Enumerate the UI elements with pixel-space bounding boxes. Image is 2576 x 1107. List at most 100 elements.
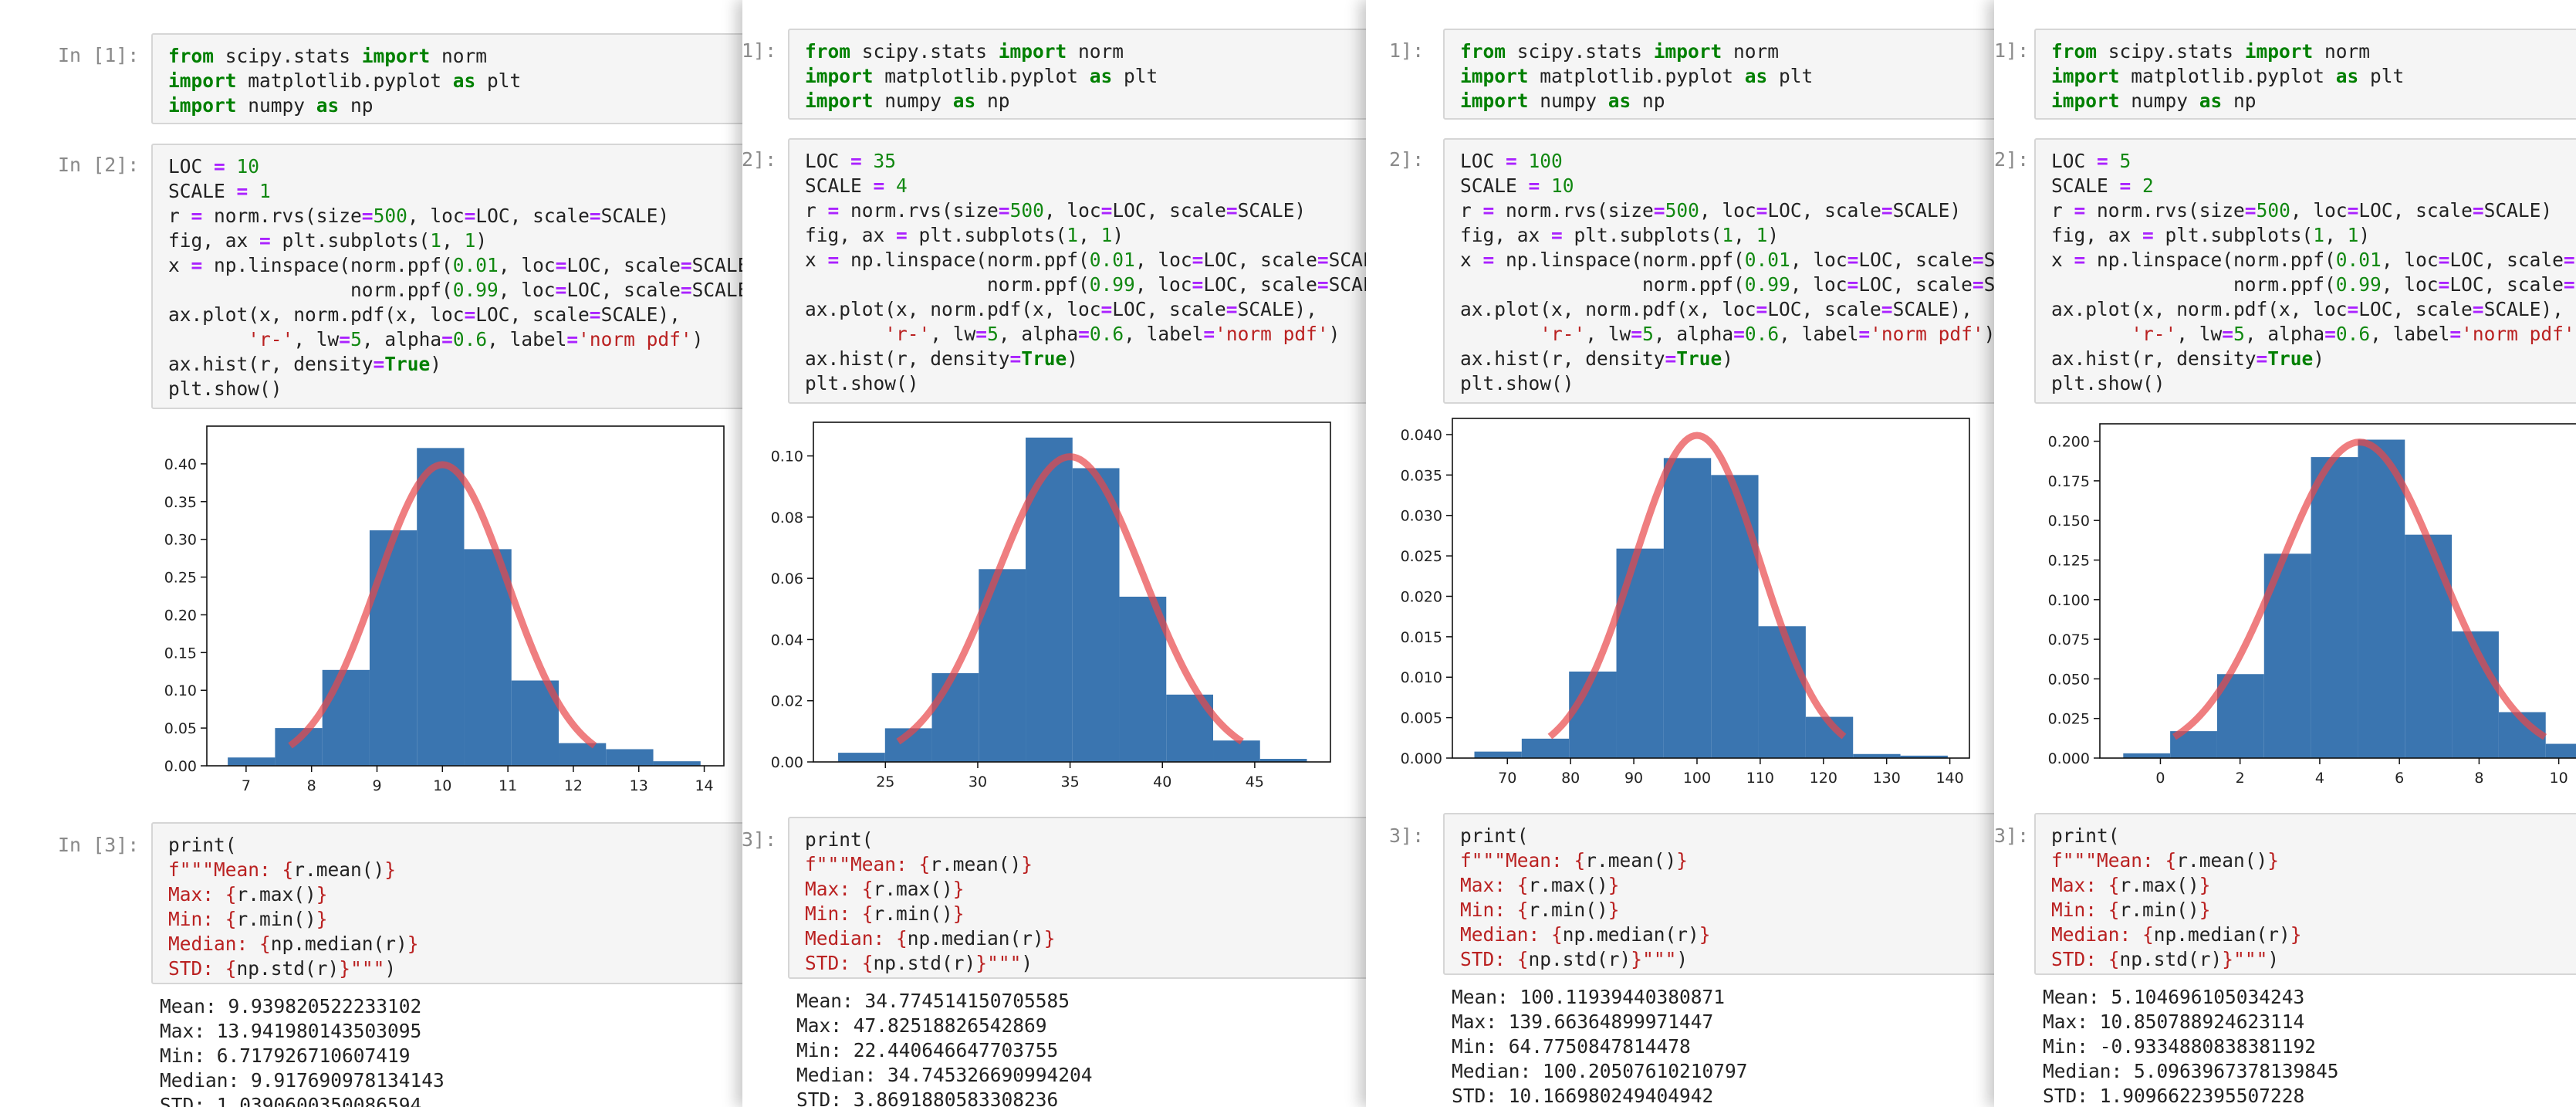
histogram-bar xyxy=(559,743,607,766)
x-tick-label: 70 xyxy=(1498,770,1516,787)
y-tick-label: 0.00 xyxy=(771,754,803,771)
y-tick-label: 0.06 xyxy=(771,570,803,587)
x-tick-label: 8 xyxy=(2474,770,2483,787)
output-area: Mean: 34.774514150705585 Max: 47.8251882… xyxy=(796,989,1093,1107)
y-tick-label: 0.010 xyxy=(1401,669,1442,686)
histogram-bar xyxy=(931,673,979,762)
code-cell-plot[interactable]: LOC = 35 SCALE = 4 r = norm.rvs(size=500… xyxy=(788,138,1375,404)
x-tick-label: 14 xyxy=(695,777,713,794)
y-tick-label: 0.035 xyxy=(1401,467,1442,484)
loc-value: 100 xyxy=(1528,150,1563,172)
output-std: STD: 1.0390600350086594 xyxy=(160,1094,422,1107)
code-cell-print[interactable]: print( f"""Mean: {r.mean()} Max: {r.max(… xyxy=(2034,813,2576,975)
notebook-panel-1: In [1]: from scipy.stats import norm imp… xyxy=(0,0,742,1107)
histogram-bar xyxy=(1569,671,1617,758)
code-text: from scipy.stats import norm import matp… xyxy=(168,45,522,117)
input-prompt-3: 3]: xyxy=(1994,824,2030,847)
pdf-curve xyxy=(1547,432,1847,740)
scale-value: 4 xyxy=(896,174,908,197)
output-median: Median: 9.917690978134143 xyxy=(160,1069,445,1092)
input-prompt-2: 2]: xyxy=(1994,148,2030,171)
pdf-curve xyxy=(2172,438,2547,740)
scale-value: 10 xyxy=(1551,174,1574,197)
x-tick-label: 12 xyxy=(564,777,583,794)
output-median: Median: 5.0963967378139845 xyxy=(2043,1060,2339,1082)
code-cell-imports[interactable]: from scipy.stats import norm import matp… xyxy=(151,33,742,124)
y-tick-label: 0.150 xyxy=(2048,513,2090,530)
histogram-bar xyxy=(606,749,654,766)
x-tick-label: 45 xyxy=(1246,774,1264,790)
plot-frame xyxy=(1452,418,1970,759)
y-tick-label: 0.00 xyxy=(164,758,197,775)
input-prompt-1: 1]: xyxy=(1389,39,1425,62)
x-tick-label: 8 xyxy=(307,777,316,794)
histogram-bar xyxy=(1711,475,1759,758)
code-cell-imports[interactable]: from scipy.stats import norm import matp… xyxy=(2034,29,2576,120)
y-tick-label: 0.000 xyxy=(2048,750,2090,767)
y-tick-label: 0.15 xyxy=(164,645,197,662)
x-tick-label: 13 xyxy=(630,777,648,794)
code-cell-plot[interactable]: LOC = 5 SCALE = 2 r = norm.rvs(size=500,… xyxy=(2034,138,2576,404)
scale-value: 2 xyxy=(2142,174,2154,197)
output-std: STD: 10.166980249404942 xyxy=(1452,1085,1714,1107)
output-mean: Mean: 100.11939440380871 xyxy=(1452,986,1726,1008)
code-cell-print[interactable]: print( f"""Mean: {r.mean()} Max: {r.max(… xyxy=(788,817,1375,979)
output-max: Max: 13.941980143503095 xyxy=(160,1020,422,1042)
code-text: print( f"""Mean: {r.mean()} Max: {r.max(… xyxy=(2051,824,2302,970)
histogram-bar xyxy=(2311,457,2358,758)
x-tick-label: 9 xyxy=(372,777,381,794)
y-tick-label: 0.30 xyxy=(164,532,197,549)
histogram-chart-4: 0 2 4 6 8 10 0.000 0.025 0.050 0.075 0.100 0.125 0.1… xyxy=(2048,423,2576,787)
y-tick-label: 0.05 xyxy=(164,720,197,737)
histogram-bar xyxy=(2545,743,2576,758)
histogram-bar xyxy=(369,530,418,766)
x-tick-label: 140 xyxy=(1935,770,1963,787)
code-text: from scipy.stats import norm import matp… xyxy=(2051,40,2405,112)
x-tick-label: 110 xyxy=(1746,770,1774,787)
pdf-curve xyxy=(896,453,1244,745)
output-area: Mean: 100.11939440380871 Max: 139.663648… xyxy=(1452,985,1748,1107)
histogram-bar xyxy=(275,728,323,766)
code-cell-imports[interactable]: from scipy.stats import norm import matp… xyxy=(1443,29,1999,120)
code-text: LOC = 35 SCALE = 4 r = norm.rvs(size=500… xyxy=(805,150,1375,394)
code-text: LOC = 100 SCALE = 10 r = norm.rvs(size=5… xyxy=(1460,150,1999,394)
histogram-bar xyxy=(1853,753,1901,758)
y-tick-label: 0.175 xyxy=(2048,473,2090,490)
plot-frame xyxy=(813,421,1331,763)
y-tick-label: 0.030 xyxy=(1401,508,1442,525)
histogram-chart-2: 25 30 35 40 45 0.00 0.02 0.04 0.06 0.08 0.10 xyxy=(771,421,1331,790)
histogram-bar xyxy=(417,448,465,766)
output-min: Min: -0.9334880838381192 xyxy=(2043,1035,2317,1058)
code-cell-plot[interactable]: LOC = 10 SCALE = 1 r = norm.rvs(size=500… xyxy=(151,144,742,409)
input-prompt-1: 1]: xyxy=(742,39,777,62)
y-tick-label: 0.04 xyxy=(771,631,803,648)
output-max: Max: 47.82518826542869 xyxy=(796,1014,1047,1037)
histogram-bar xyxy=(2358,439,2405,758)
input-prompt-2: 2]: xyxy=(1389,148,1425,171)
code-cell-print[interactable]: print( f"""Mean: {r.mean()} Max: {r.max(… xyxy=(151,822,742,984)
x-tick-label: 90 xyxy=(1624,770,1643,787)
histogram-bar xyxy=(2123,753,2171,758)
y-tick-label: 0.125 xyxy=(2048,552,2090,569)
x-tick-label: 30 xyxy=(969,774,987,790)
output-min: Min: 22.440646647703755 xyxy=(796,1039,1059,1061)
output-mean: Mean: 34.774514150705585 xyxy=(796,990,1070,1012)
code-cell-plot[interactable]: LOC = 100 SCALE = 10 r = norm.rvs(size=5… xyxy=(1443,138,1999,404)
y-tick-label: 0.020 xyxy=(1401,588,1442,605)
x-tick-label: 40 xyxy=(1153,774,1171,790)
code-cell-print[interactable]: print( f"""Mean: {r.mean()} Max: {r.max(… xyxy=(1443,813,1999,975)
code-text: from scipy.stats import norm import matp… xyxy=(1460,40,1814,112)
histogram-bar xyxy=(1663,458,1712,758)
histogram-bar xyxy=(838,753,885,762)
histogram-bar xyxy=(1758,626,1806,758)
code-cell-imports[interactable]: from scipy.stats import norm import matp… xyxy=(788,29,1375,120)
notebook-panel-4: 1]: from scipy.stats import norm import … xyxy=(1994,0,2576,1107)
output-mean: Mean: 9.939820522233102 xyxy=(160,995,422,1017)
output-std: STD: 1.9096622395507228 xyxy=(2043,1085,2305,1107)
code-text: LOC = 10 SCALE = 1 r = norm.rvs(size=500… xyxy=(168,155,742,400)
x-tick-label: 2 xyxy=(2236,770,2245,787)
histogram-bar xyxy=(653,761,701,766)
y-tick-label: 0.10 xyxy=(164,682,197,699)
histogram-bar xyxy=(1119,596,1167,762)
x-tick-label: 10 xyxy=(433,777,451,794)
